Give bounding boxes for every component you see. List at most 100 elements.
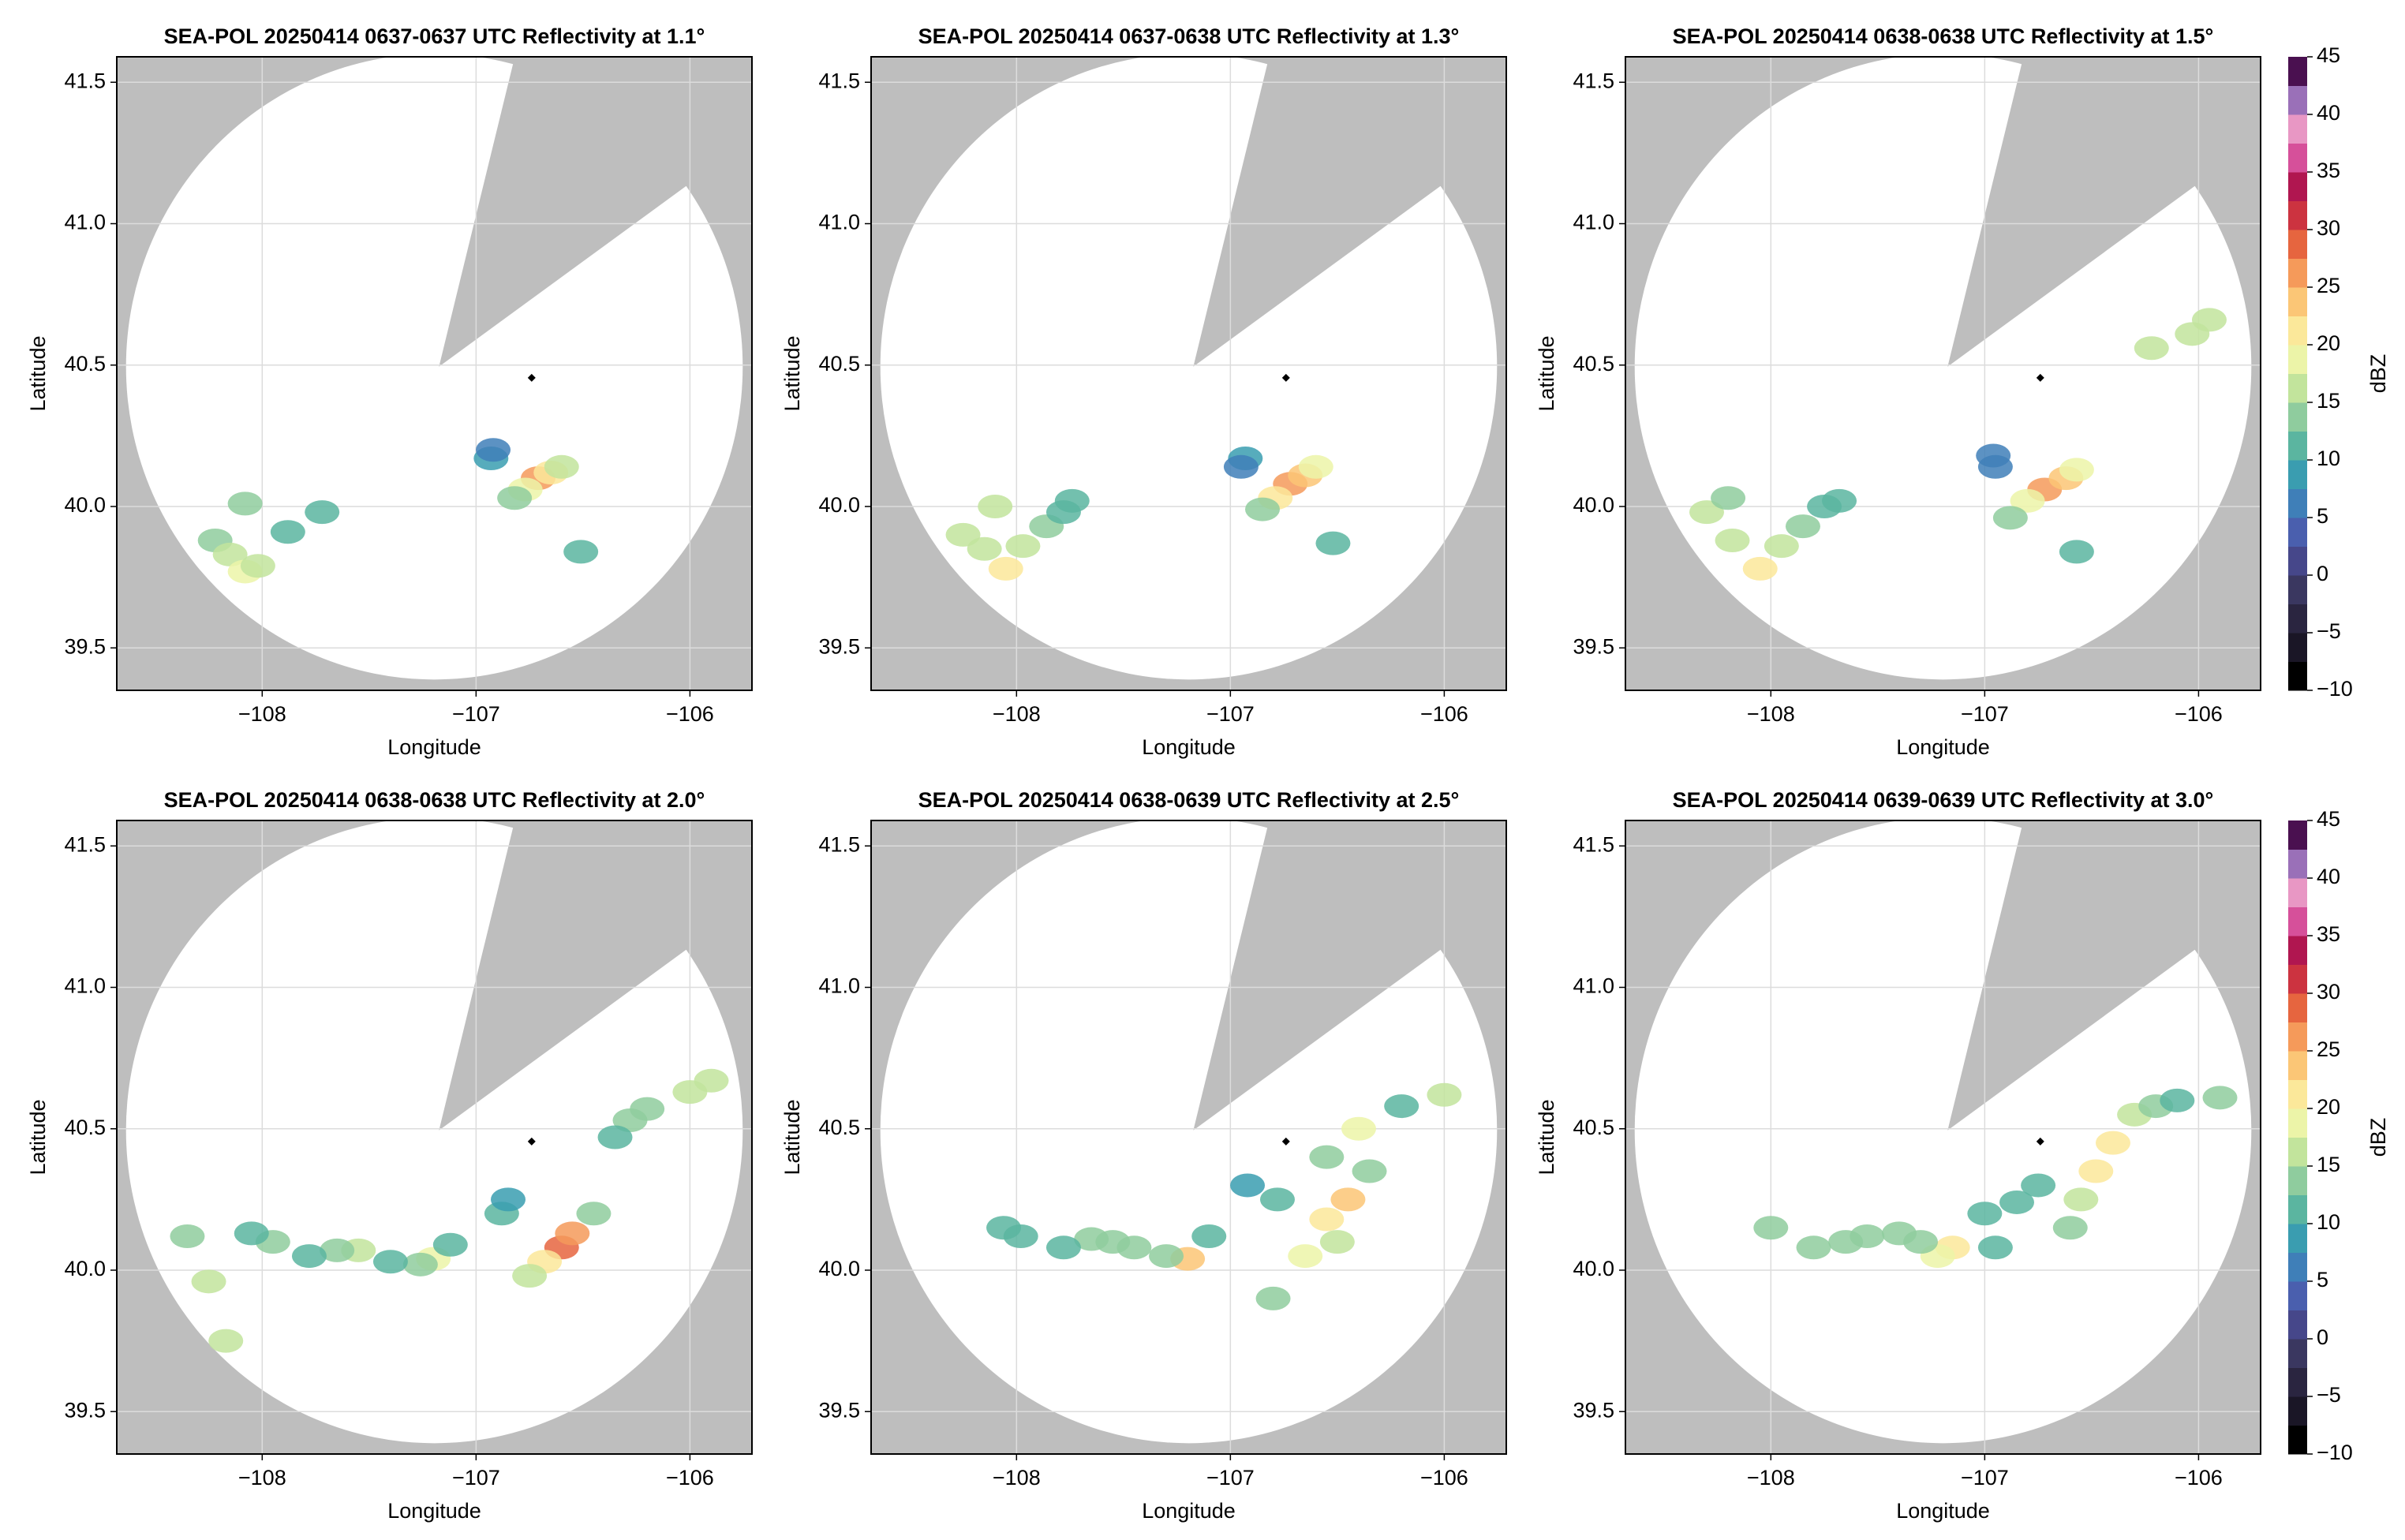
chart-title: SEA-POL 20250414 0638-0638 UTC Reflectiv…: [164, 788, 705, 812]
echo: [1689, 500, 1724, 525]
colorbar-tick-label: 20: [2317, 1095, 2340, 1119]
echo: [2191, 308, 2227, 332]
colorbar-label: dBZ: [2366, 354, 2390, 394]
y-tick-label: 41.5: [818, 69, 860, 92]
echo: [1298, 454, 1333, 479]
echo: [2134, 336, 2169, 361]
y-tick-label: 41.0: [64, 211, 106, 234]
y-tick-label: 41.5: [1573, 69, 1614, 92]
blocked-sector: [1947, 820, 2261, 1131]
colorbar-tick-label: −5: [2317, 619, 2341, 643]
colorbar-band: [2288, 287, 2307, 316]
y-tick-label: 41.0: [1573, 974, 1614, 998]
axes-frame: [870, 820, 1507, 1455]
colorbar-tick-label: −10: [2317, 1441, 2353, 1464]
axes-frame: [116, 56, 753, 691]
y-tick-label: 41.0: [64, 974, 106, 998]
x-tick-label: −106: [666, 702, 714, 726]
colorbar-band: [2288, 1137, 2307, 1167]
colorbar-band: [2288, 1252, 2307, 1282]
colorbar-band: [2288, 373, 2307, 403]
echo: [305, 500, 340, 525]
colorbar-band: [2288, 172, 2307, 201]
y-tick-label: 40.0: [64, 1257, 106, 1280]
echo: [1742, 556, 1778, 581]
y-tick-label: 39.5: [64, 1398, 106, 1422]
colorbar-tick-label: 10: [2317, 447, 2340, 470]
echo: [497, 486, 533, 510]
blocked-sector: [439, 57, 752, 367]
x-tick-label: −106: [2175, 1466, 2223, 1490]
colorbar-band: [2288, 460, 2307, 489]
x-tick-label: −106: [2175, 702, 2223, 726]
y-tick-label: 39.5: [1573, 634, 1614, 658]
echo: [1711, 486, 1746, 510]
echo: [1315, 531, 1351, 555]
echo: [191, 1269, 226, 1294]
colorbar-band: [2288, 633, 2307, 662]
x-tick-label: −108: [238, 702, 286, 726]
colorbar-tick-label: 30: [2317, 980, 2340, 1004]
colorbar-tick-label: −5: [2317, 1383, 2341, 1407]
plot-area: [871, 820, 1506, 1454]
y-tick-label: 40.5: [818, 352, 860, 376]
echo: [212, 542, 248, 566]
x-tick-label: −108: [993, 1466, 1041, 1490]
blocked-sector: [1193, 57, 1506, 367]
y-tick-label: 40.0: [1573, 493, 1614, 517]
echo: [1005, 534, 1041, 559]
echo: [1319, 1230, 1355, 1254]
x-axis-label: Longitude: [1142, 1499, 1236, 1523]
site-marker: [2036, 1137, 2044, 1146]
echo: [2202, 1086, 2238, 1110]
echo: [512, 1264, 548, 1288]
colorbar-tick-label: 30: [2317, 216, 2340, 240]
panel: −108 −107 −106 39.5 40.0 40.5 41.0 41.5 SEA-POL …: [26, 788, 753, 1523]
echo: [2095, 1131, 2130, 1155]
y-axis-label: Latitude: [26, 335, 50, 411]
colorbar-band: [2288, 1166, 2307, 1195]
y-tick-label: 40.0: [818, 1257, 860, 1280]
y-tick-label: 39.5: [64, 634, 106, 658]
axes-frame: [1625, 56, 2261, 691]
echo: [291, 1244, 327, 1269]
echo: [555, 1221, 590, 1246]
y-tick-label: 41.5: [818, 832, 860, 856]
echo: [320, 1238, 355, 1262]
colorbar-band: [2288, 661, 2307, 691]
echo: [1822, 488, 1857, 513]
colorbar-tick-label: 5: [2317, 1268, 2328, 1291]
echo: [986, 1216, 1022, 1240]
colorbar-tick-label: 15: [2317, 389, 2340, 413]
echo: [491, 1187, 526, 1212]
echo: [1191, 1224, 1227, 1248]
colorbar-band: [2288, 230, 2307, 259]
echo: [978, 494, 1013, 518]
echo: [1330, 1187, 1366, 1212]
x-tick-label: −107: [1206, 1466, 1255, 1490]
y-tick-label: 41.0: [1573, 211, 1614, 234]
echo: [576, 1202, 612, 1226]
echo: [597, 1125, 633, 1149]
colorbar-tick-label: 40: [2317, 865, 2340, 888]
colorbar-tick-label: 45: [2317, 43, 2340, 67]
x-tick-label: −108: [238, 1466, 286, 1490]
y-axis-label: Latitude: [1535, 335, 1558, 411]
x-tick-label: −107: [452, 1466, 500, 1490]
y-tick-label: 39.5: [818, 1398, 860, 1422]
echo: [967, 536, 1002, 561]
x-tick-label: −106: [1420, 1466, 1468, 1490]
colorbar-band: [2288, 200, 2307, 230]
y-tick-label: 40.0: [818, 493, 860, 517]
echo: [2160, 1088, 2195, 1112]
colorbar-tick-label: 40: [2317, 101, 2340, 125]
chart-title: SEA-POL 20250414 0637-0637 UTC Reflectiv…: [164, 24, 705, 48]
colorbar-band: [2288, 1339, 2307, 1368]
x-axis-label: Longitude: [387, 735, 481, 759]
colorbar-band: [2288, 1367, 2307, 1397]
echo: [1796, 1235, 1831, 1260]
colorbar-band: [2288, 878, 2307, 907]
colorbar-band: [2288, 1281, 2307, 1310]
echo: [170, 1224, 205, 1248]
